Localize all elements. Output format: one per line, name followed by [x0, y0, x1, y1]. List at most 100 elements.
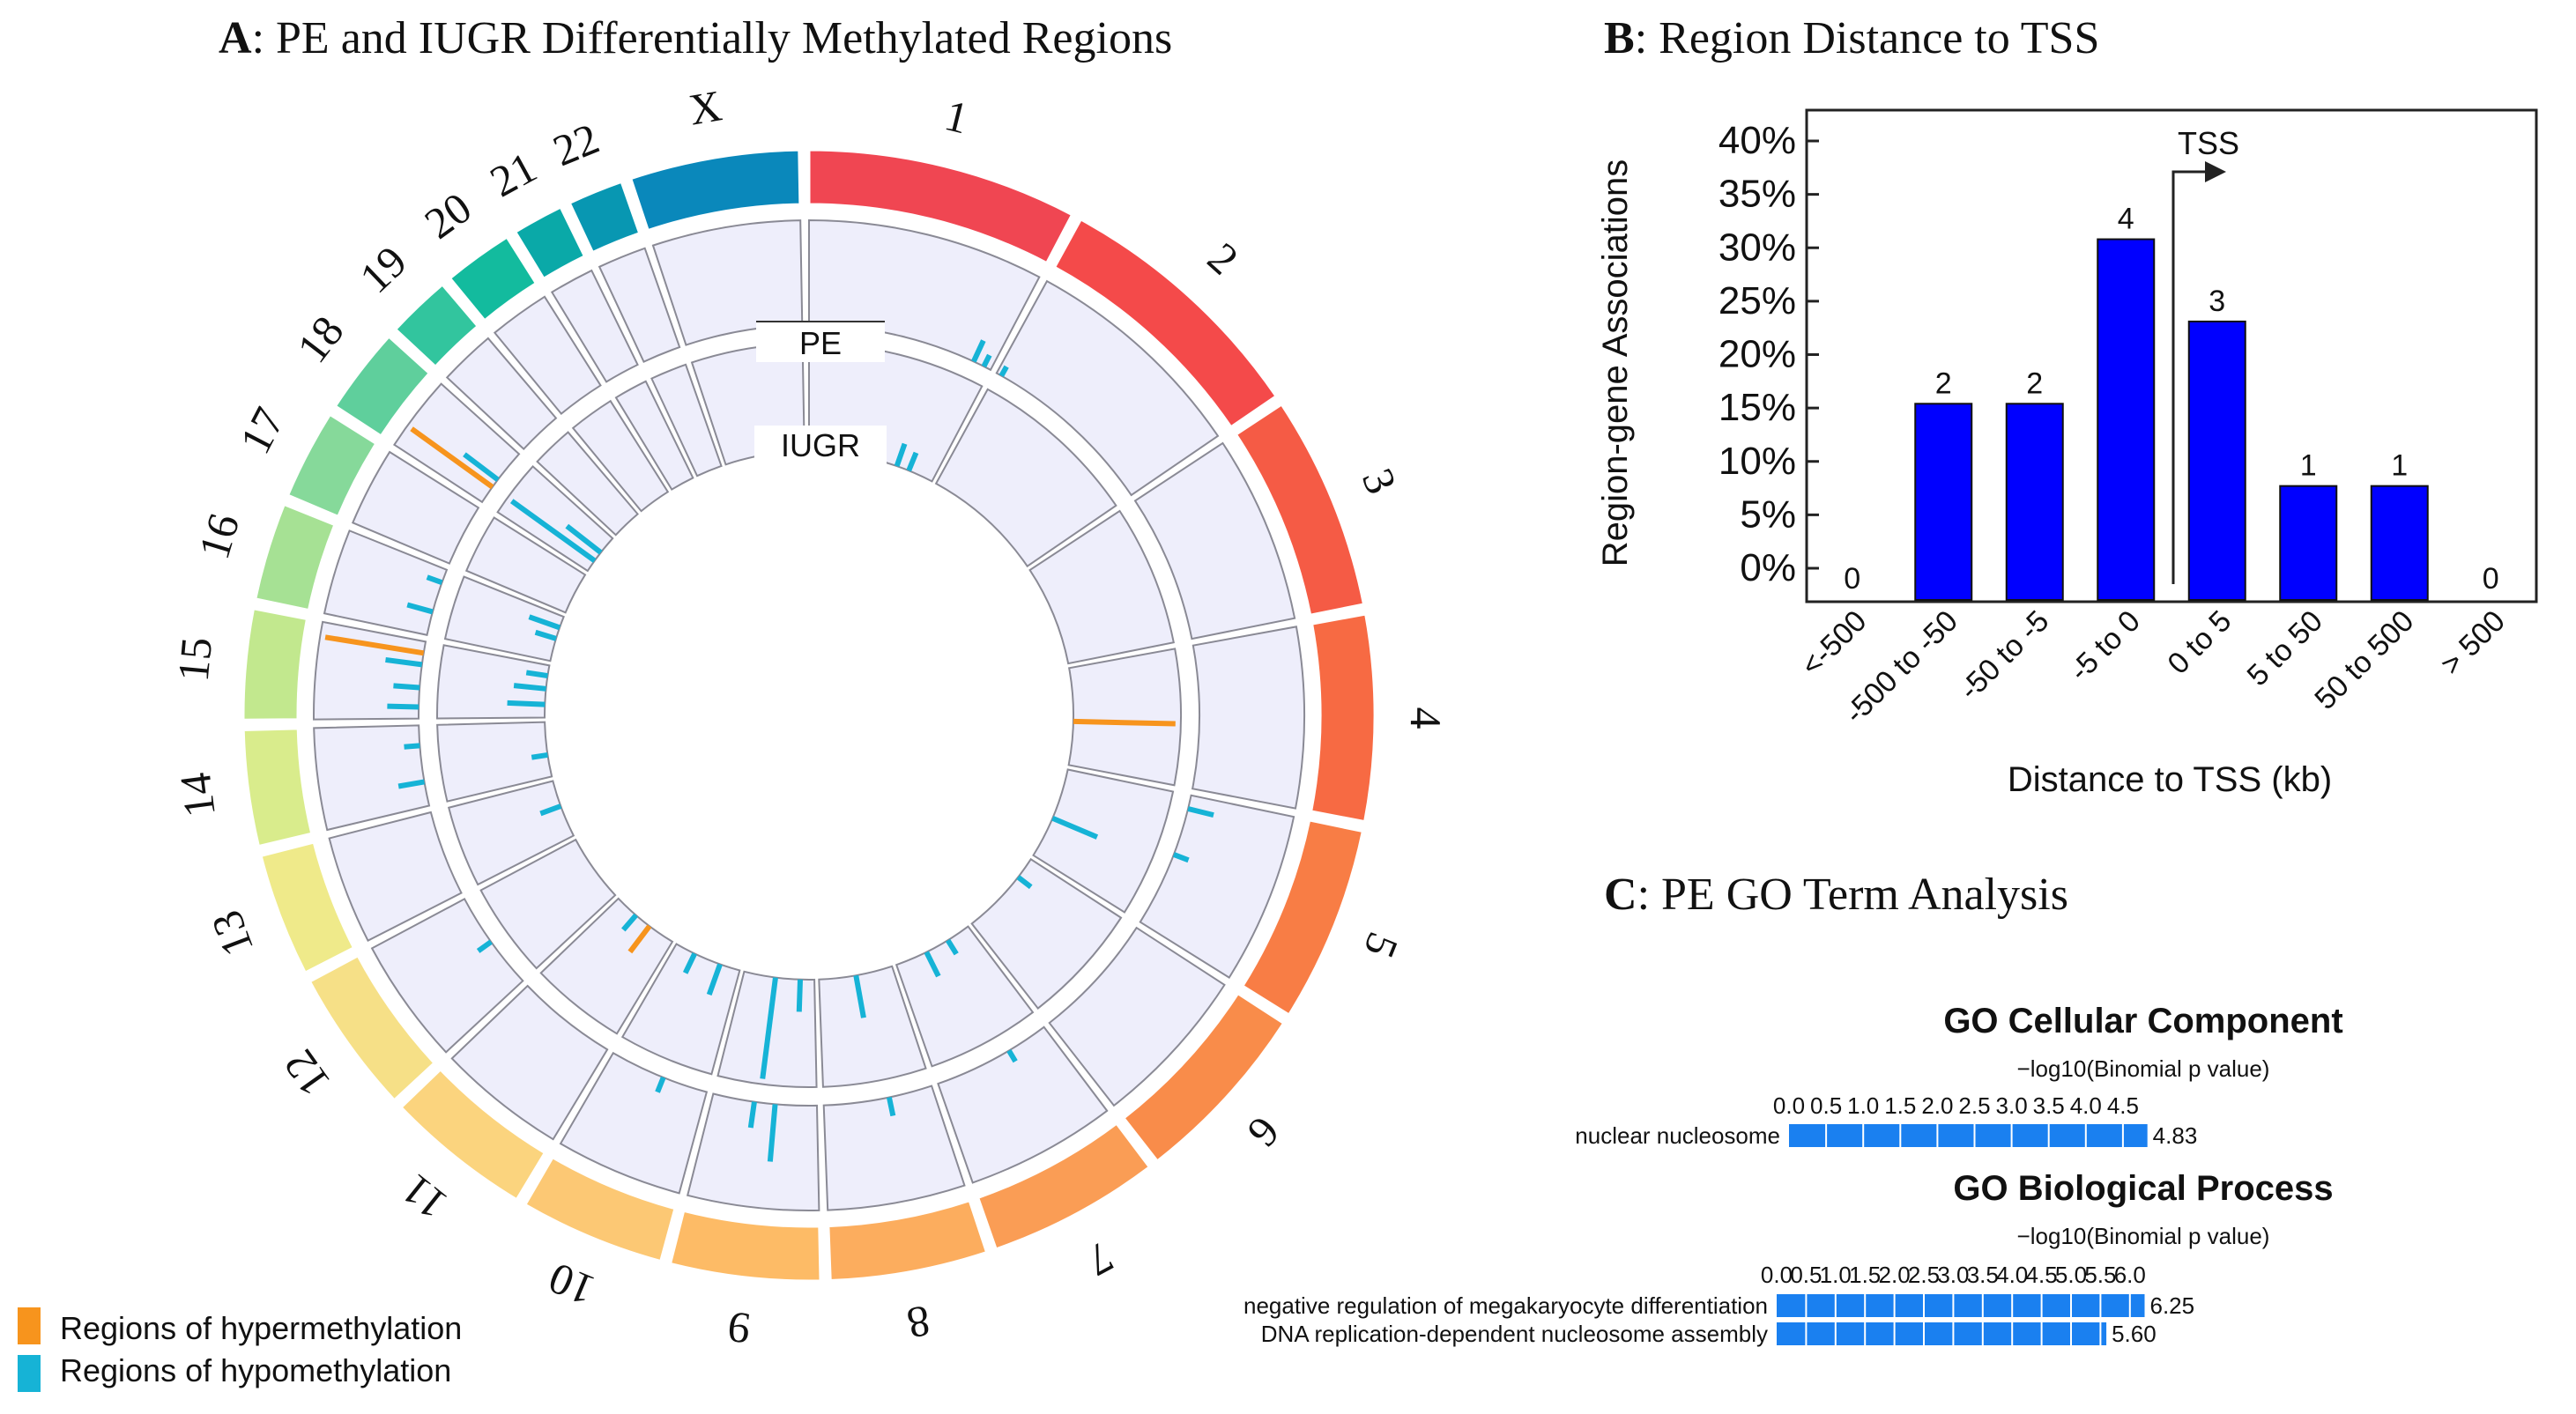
chromosome-band-9 — [668, 1209, 822, 1283]
iugr-track-segment-15 — [436, 644, 551, 720]
iugr-track-segment-8 — [818, 965, 927, 1088]
chromosome-band-18 — [333, 334, 432, 439]
tss-ylabel: Region-gene Associations — [1596, 159, 1635, 567]
iugr-region-6 — [924, 951, 941, 978]
pe-region-16 — [324, 634, 425, 656]
iugr-region-15 — [539, 803, 562, 817]
iugr-track-segment-19 — [536, 431, 640, 537]
legend: Regions of hypermethylation Regions of h… — [18, 1307, 462, 1392]
chromosome-label-1: 1 — [940, 90, 974, 143]
pe-region-12 — [404, 743, 420, 750]
iugr-region-21 — [528, 614, 561, 631]
pe-track-segment-9 — [686, 1092, 820, 1211]
go-cc-category-0: nuclear nucleosome — [1575, 1122, 1780, 1149]
pe-region-2 — [998, 365, 1009, 377]
go-bp-tick-8: 4.0 — [1996, 1262, 2028, 1288]
chromosome-label-5: 5 — [1355, 926, 1408, 965]
pe-region-15 — [385, 656, 423, 668]
iugr-track-segment-18 — [496, 464, 614, 573]
iugr-region-7 — [946, 938, 959, 956]
chromosome-band-1 — [807, 148, 1074, 265]
iugr-region-8 — [853, 974, 866, 1018]
pe-track-segment-4 — [1191, 626, 1305, 810]
chromosome-label-11: 11 — [392, 1165, 457, 1230]
pe-region-4 — [1172, 852, 1190, 863]
tss-bar-1 — [1914, 403, 1973, 601]
go-bp-tick-12: 6.0 — [2114, 1262, 2146, 1288]
chromosome-label-20: 20 — [416, 182, 480, 248]
tss-ytick-label-6: 30% — [1719, 226, 1796, 269]
tss-ytick-label-7: 35% — [1719, 173, 1796, 216]
chromosome-label-13: 13 — [201, 904, 263, 963]
pe-region-7 — [767, 1104, 778, 1162]
go-bp-category-1: DNA replication-dependent nucleosome ass… — [1261, 1321, 1768, 1347]
pe-track-segment-22 — [598, 247, 681, 363]
chromosome-band-17 — [286, 412, 378, 519]
pe-track-segment-5 — [1139, 794, 1295, 979]
go-cc-bar-0 — [1789, 1124, 2148, 1147]
tss-ytick-label-2: 10% — [1719, 440, 1796, 483]
go-bp-category-0: negative regulation of megakaryocyte dif… — [1243, 1292, 1768, 1319]
pe-track-segment-8 — [822, 1085, 966, 1211]
go-bp-tick-4: 2.0 — [1879, 1262, 1911, 1288]
iugr-track-segment-3 — [1028, 509, 1175, 665]
chromosome-label-10: 10 — [542, 1254, 602, 1316]
iugr-region-20 — [534, 629, 557, 641]
iugr-track-segment-10 — [620, 943, 741, 1076]
tss-arrow — [2171, 170, 2210, 584]
iugr-track-segment-11 — [539, 897, 674, 1035]
pe-region-19 — [410, 426, 494, 490]
legend-hypo-swatch — [18, 1355, 41, 1392]
iugr-track-segment-6 — [970, 857, 1123, 1010]
chromosome-label-22: 22 — [546, 114, 605, 176]
pe-track-segment-12 — [370, 898, 524, 1054]
chromosome-label-12: 12 — [274, 1041, 340, 1106]
chromosome-label-16: 16 — [189, 508, 249, 565]
go-bp-tick-0: 0.0 — [1761, 1262, 1793, 1288]
tss-bar-6 — [2370, 485, 2429, 602]
tss-xtick-0: <-500 — [1794, 604, 1873, 683]
chromosome-band-7 — [976, 1122, 1152, 1251]
chromosome-band-19 — [393, 282, 480, 369]
go-cc-xlabel: −log10(Binomial p value) — [2017, 1055, 2270, 1082]
go-bp-value-0: 6.25 — [2150, 1292, 2195, 1319]
tss-count-5: 1 — [2300, 449, 2317, 483]
chromosome-band-4 — [1309, 612, 1377, 824]
iugr-region-1 — [894, 442, 908, 468]
chromosome-label-15: 15 — [168, 635, 221, 684]
chromosome-band-3 — [1234, 402, 1366, 617]
go-cc-tick-3: 1.5 — [1884, 1092, 1916, 1119]
tss-bar-3 — [2097, 238, 2156, 601]
chromosome-label-18: 18 — [287, 307, 353, 372]
chromosome-label-21: 21 — [482, 142, 545, 206]
go-bp-value-1: 5.60 — [2112, 1321, 2157, 1347]
chromosome-label-8: 8 — [903, 1296, 934, 1349]
chromosome-label-6: 6 — [1238, 1107, 1289, 1157]
pe-track-segment-19 — [445, 337, 558, 451]
chromosome-band-6 — [1121, 991, 1286, 1164]
pe-region-1 — [981, 353, 992, 368]
chromosome-label-19: 19 — [350, 236, 416, 302]
iugr-track-segment-22 — [650, 363, 723, 478]
iugr-track-segment-21 — [614, 380, 694, 491]
chromosome-band-x — [628, 148, 802, 233]
tss-ytick-label-1: 5% — [1740, 492, 1796, 536]
go-bp-bar-0 — [1777, 1294, 2145, 1317]
pe-region-20 — [463, 452, 500, 482]
pe-label: PE — [799, 325, 842, 361]
tss-xlabel: Distance to TSS (kb) — [2008, 760, 2332, 799]
tss-xtick-5: 5 to 50 — [2241, 604, 2329, 692]
iugr-track-segment-5 — [1032, 768, 1175, 914]
pe-region-3 — [1187, 806, 1214, 818]
tss-arrowhead — [2205, 161, 2226, 182]
go-bp-xlabel: −log10(Binomial p value) — [2017, 1223, 2270, 1249]
pe-track-segment-20 — [493, 295, 602, 416]
legend-hyper-swatch — [18, 1307, 41, 1344]
iugr-track-segment-14 — [436, 721, 553, 803]
go-bp-tick-6: 3.0 — [1937, 1262, 1969, 1288]
chromosome-band-5 — [1240, 818, 1365, 1018]
chromosome-band-10 — [523, 1155, 677, 1263]
tss-ytick-label-3: 15% — [1719, 386, 1796, 429]
chromosome-band-16 — [253, 502, 337, 612]
